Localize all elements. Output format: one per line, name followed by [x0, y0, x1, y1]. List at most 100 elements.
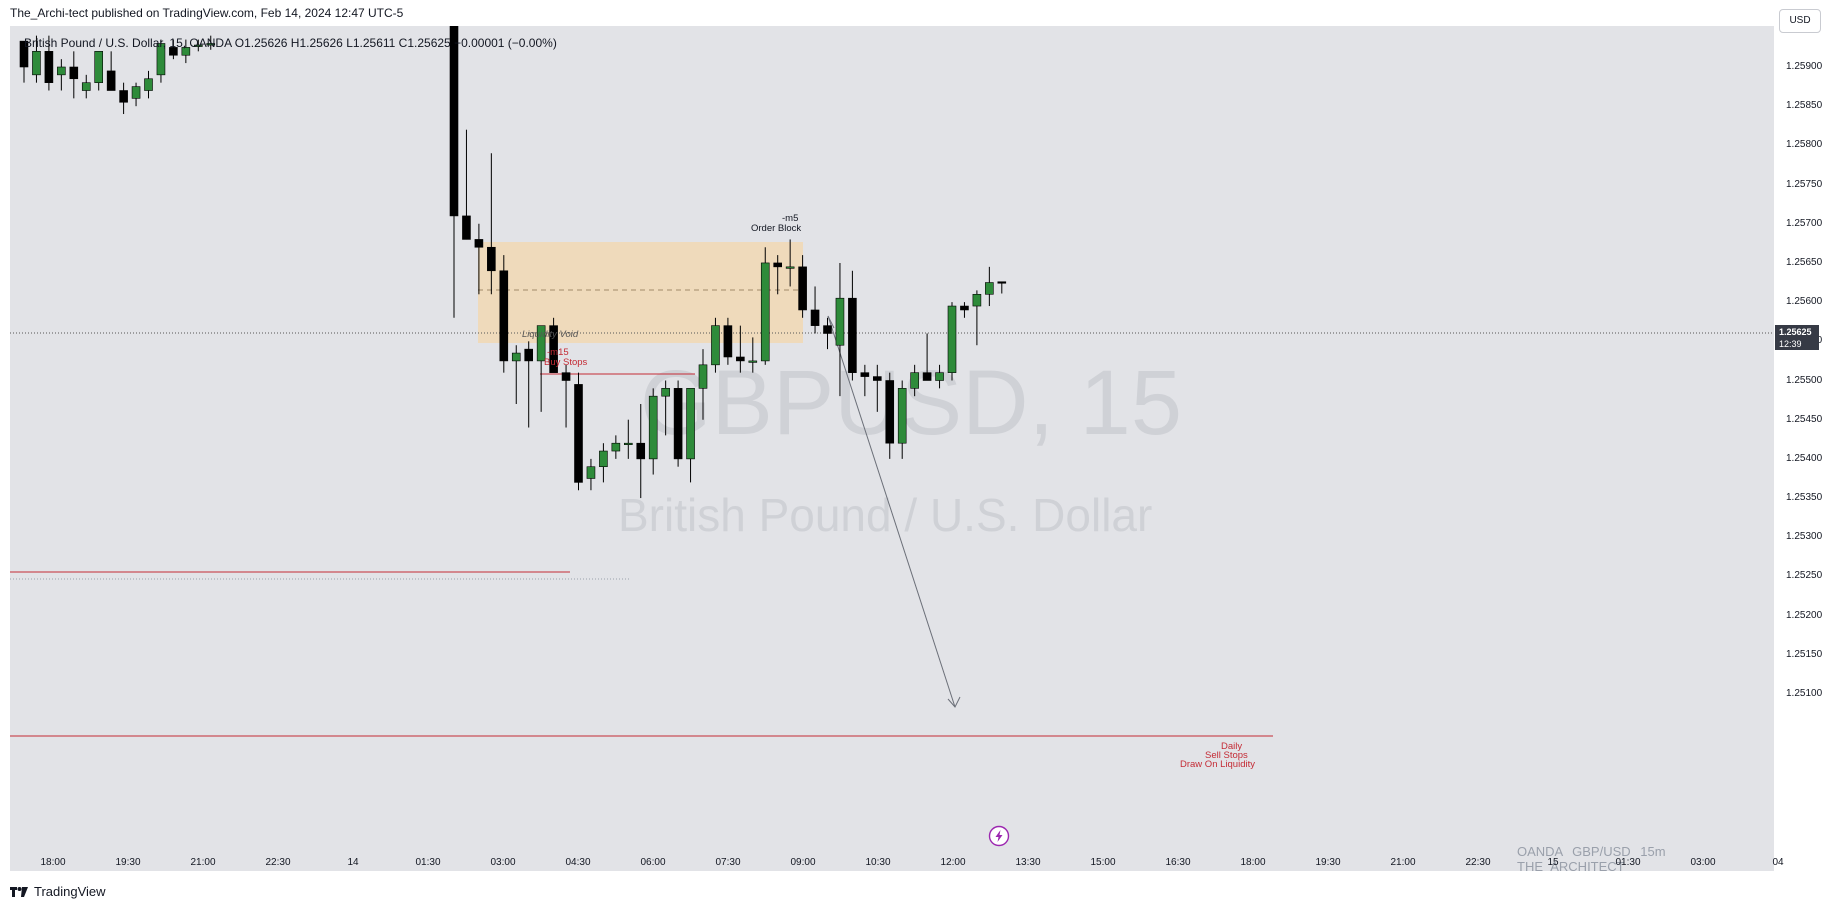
chart-pane[interactable]: British Pound / U.S. Dollar, 15, OANDA O…: [10, 26, 1774, 871]
price-tick: 1.25350: [1786, 492, 1823, 504]
currency-button[interactable]: USD: [1779, 9, 1821, 33]
bullish-candle[interactable]: [156, 43, 166, 76]
bullish-candle[interactable]: [586, 466, 596, 479]
bullish-candle[interactable]: [536, 325, 546, 362]
time-tick: 22:30: [1465, 857, 1491, 868]
bearish-candle[interactable]: [44, 51, 54, 83]
order-block-label: Order Block: [751, 223, 802, 234]
price-tick: 1.25100: [1786, 688, 1823, 699]
bearish-candle[interactable]: [449, 26, 459, 217]
bearish-candle[interactable]: [997, 281, 1007, 284]
bearish-candle[interactable]: [474, 239, 484, 248]
symbol-title[interactable]: British Pound / U.S. Dollar, 15, OANDA: [24, 36, 232, 50]
bearish-candle[interactable]: [549, 325, 558, 373]
sell-stops-label: Sell Stops: [1205, 750, 1248, 761]
bullish-candle[interactable]: [206, 43, 216, 46]
bullish-candle[interactable]: [698, 364, 708, 389]
bearish-candle[interactable]: [524, 348, 534, 362]
chart-brand-tag: OANDA GBP/USD 15m THE_ARCHITECT: [1517, 844, 1666, 871]
price-tick: 1.25650: [1786, 256, 1823, 268]
price-change: −0.00001 (−0.00%): [454, 36, 557, 50]
bearish-candle[interactable]: [636, 442, 646, 460]
bullish-candle[interactable]: [947, 305, 957, 373]
bearish-candle[interactable]: [860, 372, 870, 377]
bearish-candle[interactable]: [462, 215, 471, 240]
bullish-candle[interactable]: [81, 82, 91, 91]
bullish-candle[interactable]: [648, 395, 658, 460]
flash-icon[interactable]: [988, 825, 1010, 847]
bullish-candle[interactable]: [972, 293, 982, 307]
price-tick: 1.25450: [1786, 413, 1823, 425]
time-tick: 14: [347, 857, 359, 868]
time-tick: 21:00: [190, 857, 216, 868]
bearish-candle[interactable]: [773, 262, 783, 268]
time-tick: 12:00: [940, 857, 966, 868]
price-scale[interactable]: [1774, 26, 1835, 871]
bullish-candle[interactable]: [611, 442, 621, 452]
bearish-candle[interactable]: [499, 270, 509, 362]
bullish-candle[interactable]: [57, 66, 66, 76]
time-tick: 22:30: [265, 857, 291, 868]
bullish-candle[interactable]: [32, 51, 41, 76]
bearish-candle[interactable]: [119, 90, 128, 103]
time-tick: 03:00: [490, 857, 516, 868]
bullish-candle[interactable]: [144, 78, 153, 91]
price-tick: 1.25500: [1786, 374, 1823, 386]
candlestick-chart[interactable]: [10, 26, 1774, 871]
bullish-candle[interactable]: [935, 372, 944, 381]
time-tick: 15: [1547, 857, 1559, 868]
bearish-candle[interactable]: [823, 325, 832, 334]
price-tick: 1.25700: [1786, 217, 1823, 229]
bearish-candle[interactable]: [487, 246, 496, 272]
bullish-candle[interactable]: [623, 442, 633, 446]
bearish-candle[interactable]: [960, 305, 969, 311]
bullish-candle[interactable]: [910, 372, 919, 389]
time-tick: 18:00: [40, 857, 66, 868]
footer: TradingView: [0, 871, 1835, 909]
bullish-candle[interactable]: [686, 388, 695, 460]
bullish-candle[interactable]: [748, 360, 758, 363]
bullish-candle[interactable]: [985, 282, 994, 295]
time-tick: 04:30: [565, 857, 591, 868]
bullish-candle[interactable]: [760, 262, 770, 362]
bearish-candle[interactable]: [19, 40, 29, 68]
projection-arrow-tick: [827, 315, 835, 329]
time-tick: 01:30: [1615, 857, 1641, 868]
bullish-candle[interactable]: [181, 47, 191, 56]
bearish-candle[interactable]: [69, 66, 79, 80]
tradingview-logo-text: TradingView: [34, 884, 106, 899]
bearish-candle[interactable]: [169, 47, 178, 56]
time-tick: 09:00: [790, 857, 816, 868]
bullish-candle[interactable]: [599, 450, 608, 468]
bearish-candle[interactable]: [723, 325, 733, 358]
bearish-candle[interactable]: [561, 372, 571, 381]
bullish-candle[interactable]: [785, 266, 795, 269]
bullish-candle[interactable]: [897, 388, 907, 444]
bullish-candle[interactable]: [131, 86, 141, 99]
bullish-candle[interactable]: [511, 352, 521, 362]
bearish-candle[interactable]: [810, 309, 820, 326]
projection-arrow-line[interactable]: [827, 315, 956, 708]
bearish-candle[interactable]: [106, 70, 116, 91]
bullish-candle[interactable]: [194, 44, 203, 47]
bullish-candle[interactable]: [835, 297, 845, 346]
time-tick: 04: [1772, 857, 1784, 868]
bearish-candle[interactable]: [885, 380, 895, 444]
bearish-candle[interactable]: [848, 297, 857, 373]
ohlc-values: O1.25626 H1.25626 L1.25611 C1.25625: [234, 36, 451, 50]
bullish-candle[interactable]: [661, 388, 670, 397]
bearish-candle[interactable]: [673, 388, 683, 460]
time-tick: 07:30: [715, 857, 741, 868]
bullish-candle[interactable]: [711, 325, 720, 366]
bearish-candle[interactable]: [798, 266, 807, 311]
bullish-candle[interactable]: [94, 51, 103, 83]
draw-on-liquidity-label: Draw On Liquidity: [1180, 759, 1255, 770]
time-tick: 13:30: [1015, 857, 1041, 868]
watermark-description: British Pound / U.S. Dollar: [618, 489, 1153, 541]
tradingview-logo[interactable]: TradingView: [10, 884, 106, 899]
bearish-candle[interactable]: [574, 384, 583, 483]
bearish-candle[interactable]: [922, 372, 932, 381]
bearish-candle[interactable]: [872, 376, 882, 381]
order-block-zone[interactable]: [478, 242, 803, 343]
bearish-candle[interactable]: [736, 356, 745, 362]
